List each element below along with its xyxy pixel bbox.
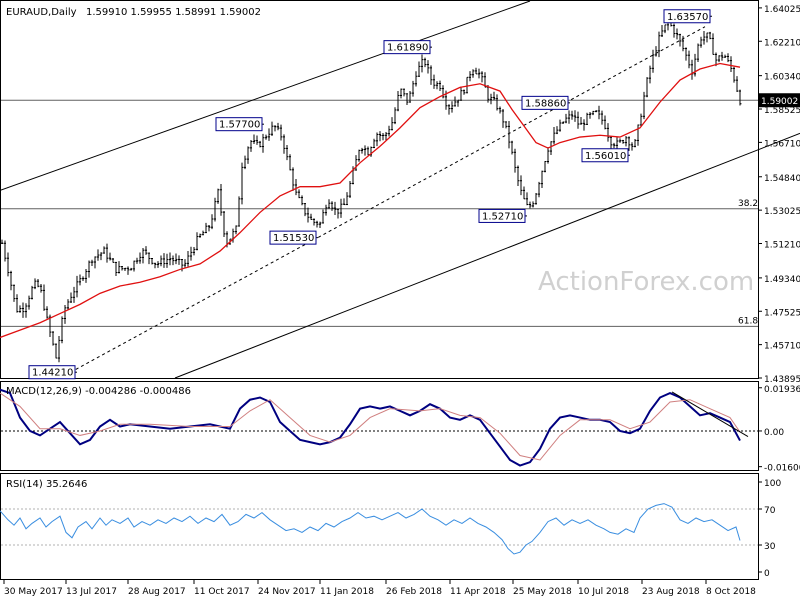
time-axis-label: 24 Nov 2017 xyxy=(258,587,316,597)
annotation-box xyxy=(521,95,569,110)
time-axis-label: 13 Jul 2017 xyxy=(66,587,117,597)
level-label: 38.2 xyxy=(738,199,758,209)
annotation-label: 1.63570 xyxy=(667,12,708,23)
annotation-label: 1.51530 xyxy=(273,233,314,244)
rsi-axis-label: 30 xyxy=(764,542,776,552)
annotation-box xyxy=(28,365,76,380)
annotation-label: 1.58860 xyxy=(525,98,566,109)
channel-mid-dashed-line xyxy=(59,26,706,379)
macd-axis-label: 0.019365 xyxy=(764,385,800,395)
time-axis-label: 10 Jul 2018 xyxy=(578,587,629,597)
price-panel-frame xyxy=(0,0,759,379)
annotation-box xyxy=(215,117,263,132)
macd-trendline xyxy=(671,391,749,437)
price-axis-label: 1.45710 xyxy=(764,342,800,352)
time-axis-label: 30 May 2017 xyxy=(4,587,63,597)
annotation-label: 1.52710 xyxy=(482,211,523,222)
time-axis-label: 23 Aug 2018 xyxy=(642,587,700,597)
rsi-axis-label: 0 xyxy=(764,569,770,579)
price-axis-label: 1.53025 xyxy=(764,207,800,217)
axis-layer: 1.64025 1.62210 1.60340 1.58525 1.56710 1.548… xyxy=(3,5,800,597)
annotation-box xyxy=(478,208,526,223)
price-layer: 38.2 61.8 1.44210 1.57700 1.51530 1.61890 1.58… xyxy=(0,0,800,380)
price-axis-label: 1.58525 xyxy=(764,106,800,116)
annotation-label: 1.57700 xyxy=(219,120,260,131)
price-axis-label: 1.64025 xyxy=(764,5,800,15)
current-price-marker xyxy=(758,93,800,108)
macd-layer xyxy=(0,388,758,467)
price-axis-label: 1.62210 xyxy=(764,38,800,48)
symbol-label: EURAUD,Daily xyxy=(6,7,77,18)
time-axis-label: 28 Aug 2017 xyxy=(128,587,186,597)
channel-lower-line xyxy=(174,132,800,379)
price-axis-label: 1.43895 xyxy=(764,375,800,385)
time-axis-label: 11 Oct 2017 xyxy=(194,587,250,597)
rsi-panel-frame xyxy=(0,473,759,580)
annotation-label: 1.44210 xyxy=(32,368,73,379)
time-axis-label: 26 Feb 2018 xyxy=(386,587,442,597)
rsi-title: RSI(14) 35.2646 xyxy=(6,479,87,490)
annotation-box xyxy=(581,148,629,163)
time-axis-label: 11 Apr 2018 xyxy=(450,587,506,597)
annotation-box xyxy=(663,9,711,24)
time-axis-label: 25 May 2018 xyxy=(513,587,572,597)
rsi-layer xyxy=(0,503,758,555)
macd-axis-label: -0.016006 xyxy=(764,464,800,474)
price-axis-label: 1.54840 xyxy=(764,174,800,184)
watermark: ActionForex.com xyxy=(538,267,754,297)
time-axis-label: 11 Jan 2018 xyxy=(320,587,374,597)
price-axis-label: 1.49340 xyxy=(764,275,800,285)
moving-average-line xyxy=(0,62,741,339)
price-axis-label: 1.47525 xyxy=(764,308,800,318)
price-axis-label: 1.56710 xyxy=(764,139,800,149)
rsi-axis-label: 70 xyxy=(764,506,776,516)
rsi-line xyxy=(0,503,741,555)
time-axis-label: 8 Oct 2018 xyxy=(706,587,756,597)
channel-upper-line xyxy=(0,0,531,191)
ohlc-readout: 1.59910 1.59955 1.58991 1.59002 xyxy=(86,7,261,18)
price-axis-label: 1.60340 xyxy=(764,73,800,83)
annotation-box xyxy=(269,230,317,245)
signal-line xyxy=(0,392,741,461)
annotation-box xyxy=(383,40,431,55)
level-label: 61.8 xyxy=(738,316,758,326)
price-axis-label: 1.51210 xyxy=(764,241,800,251)
annotation-label: 1.61890 xyxy=(387,43,428,54)
macd-title: MACD(12,26,9) -0.004286 -0.000486 xyxy=(6,386,191,397)
macd-axis-label: 0.00 xyxy=(764,428,784,438)
annotation-label: 1.56010 xyxy=(585,151,626,162)
rsi-axis-label: 100 xyxy=(764,479,781,489)
current-price-label: 1.59002 xyxy=(761,97,798,107)
